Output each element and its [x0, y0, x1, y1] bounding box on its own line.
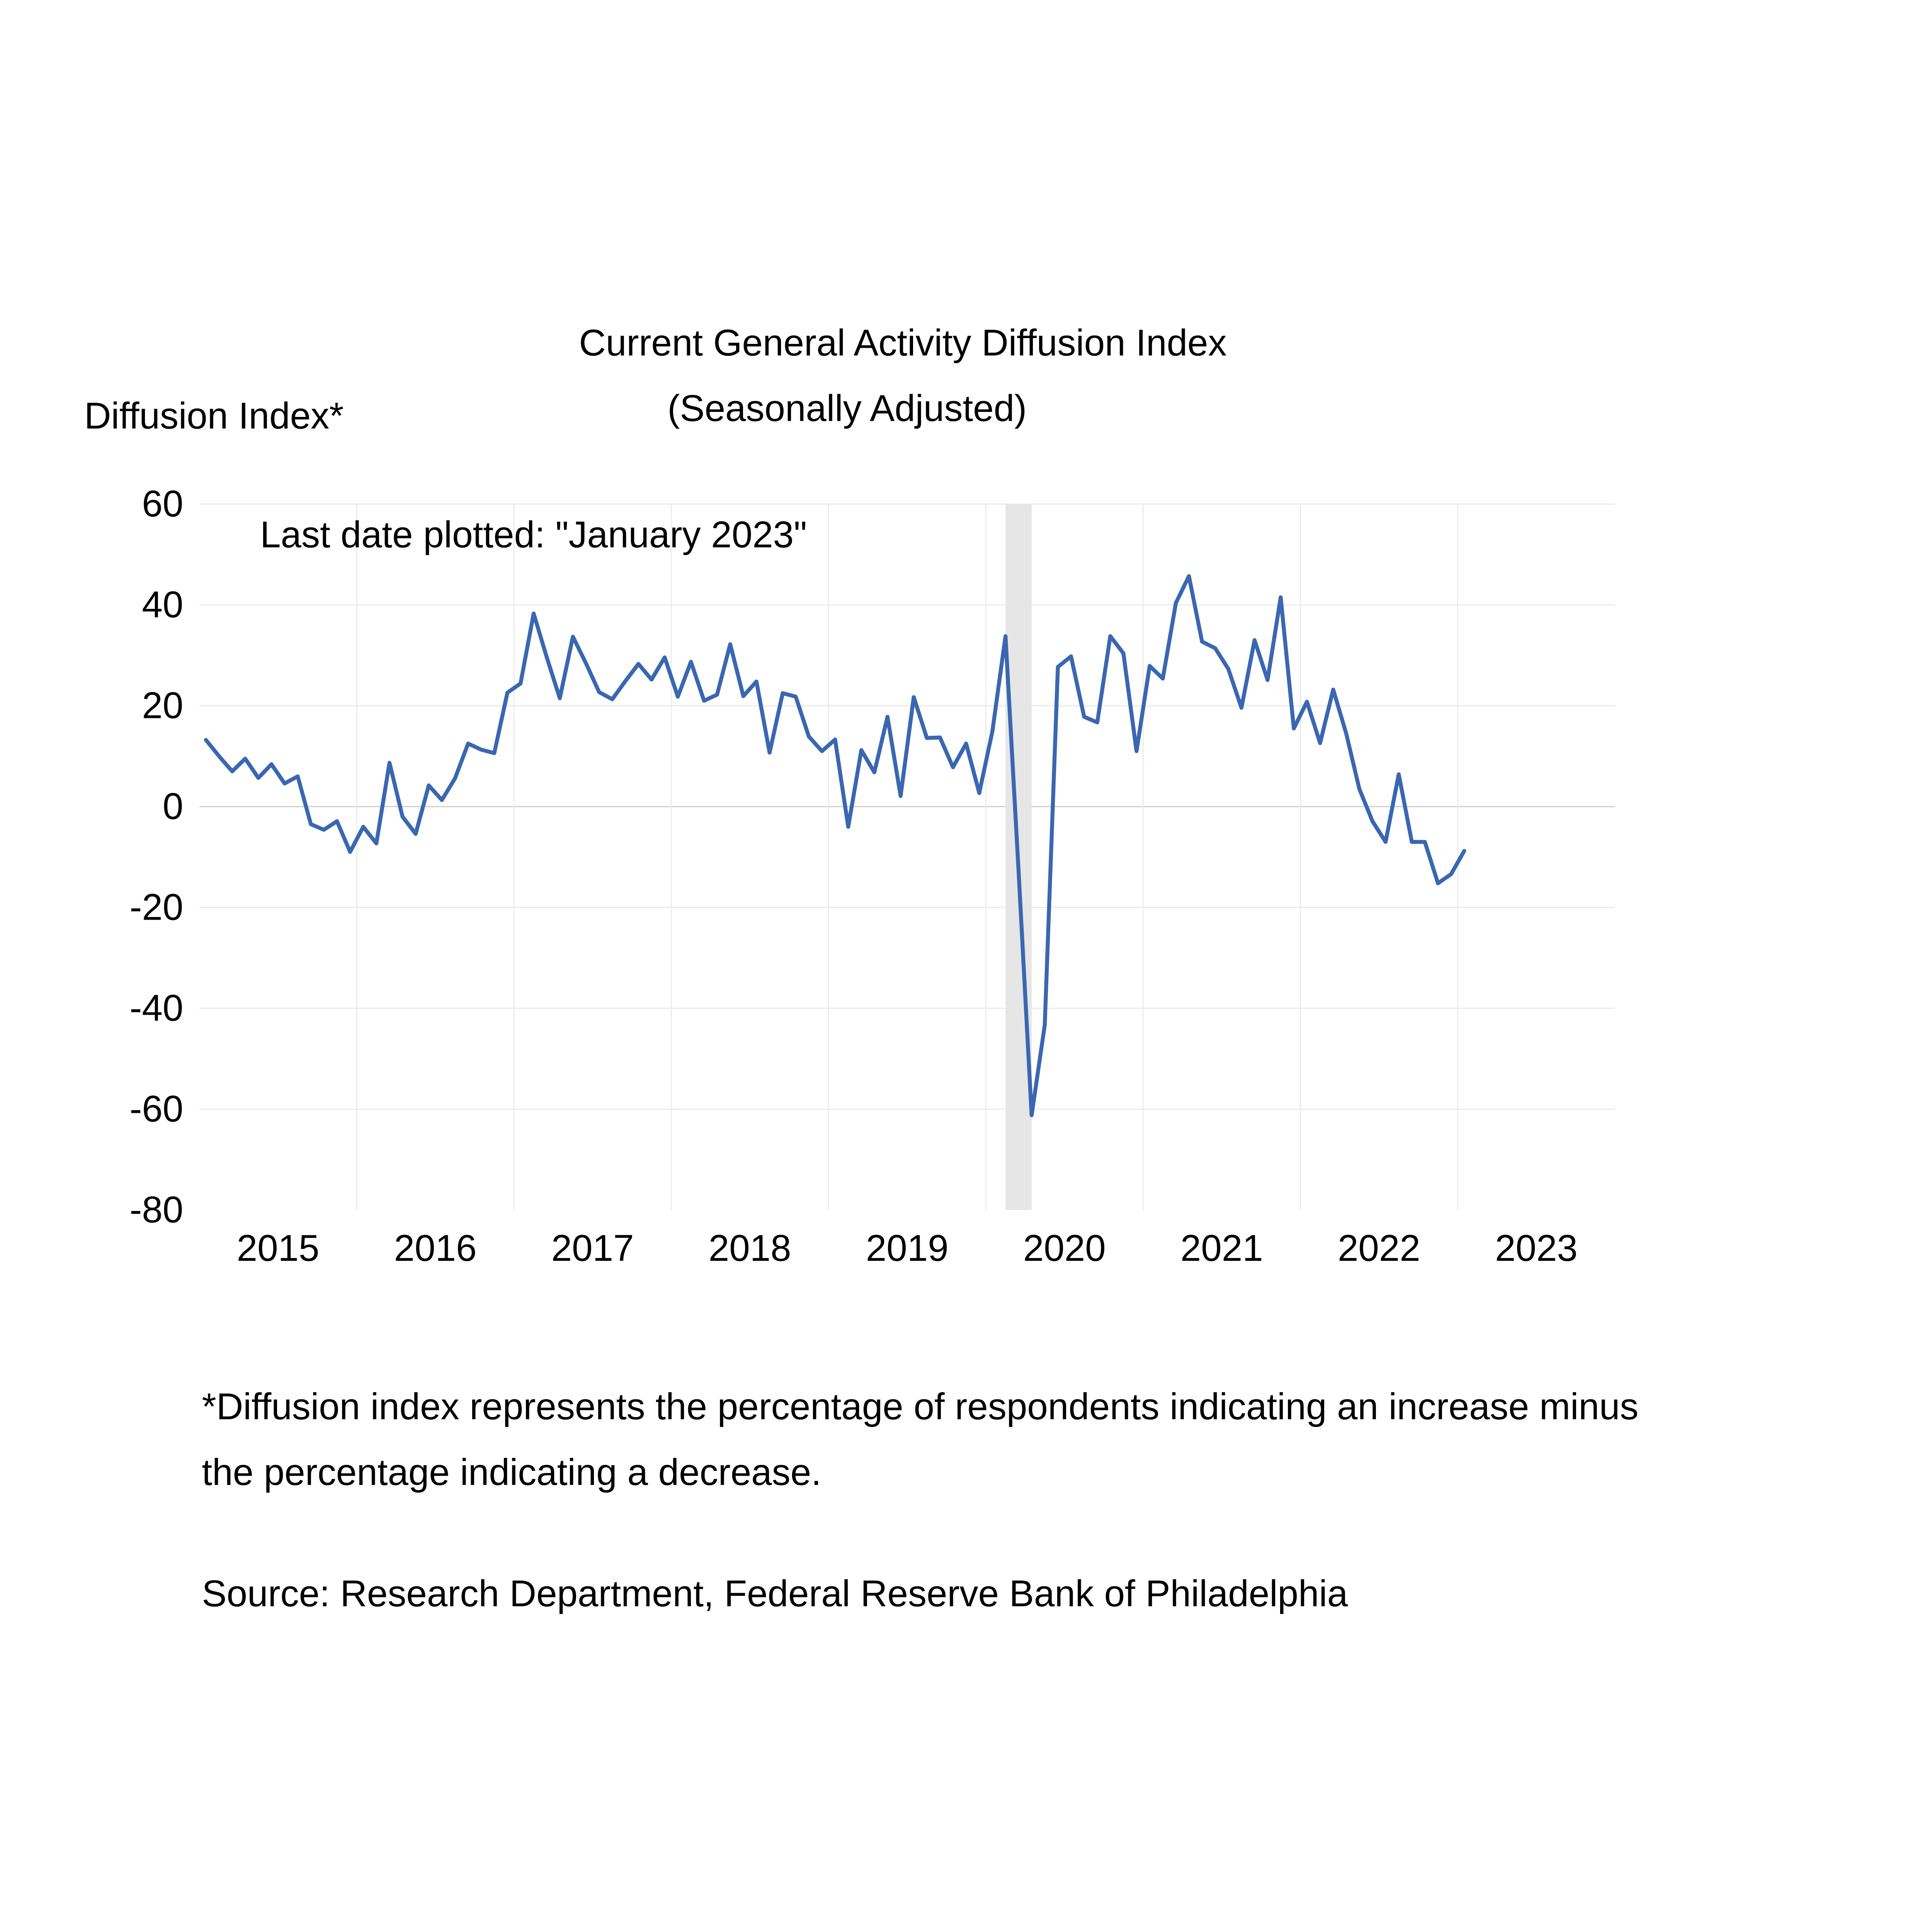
x-tick-label: 2019: [866, 1228, 949, 1269]
y-axis-label: Diffusion Index*: [84, 395, 344, 437]
y-tick-label: 0: [163, 786, 183, 827]
data-point: [376, 843, 377, 844]
data-point: [782, 693, 783, 694]
data-point: [651, 679, 652, 680]
y-tick-label: -80: [129, 1189, 183, 1230]
y-tick-label: 40: [142, 584, 183, 626]
data-point: [1254, 640, 1255, 641]
x-tick-label: 2021: [1180, 1228, 1263, 1269]
y-tick-label: -40: [129, 987, 183, 1029]
y-tick-label: 60: [142, 483, 183, 525]
x-tick-label: 2022: [1338, 1228, 1420, 1269]
data-point: [507, 692, 508, 693]
series-group: [204, 574, 1466, 1117]
x-tick-label: 2018: [709, 1228, 791, 1269]
x-tick-label: 2020: [1023, 1228, 1106, 1269]
last-date-annotation: Last date plotted: "January 2023": [260, 514, 807, 556]
data-point: [1136, 751, 1137, 752]
chart-subtitle: (Seasonally Adjusted): [667, 388, 1027, 429]
data-point: [271, 764, 272, 765]
footnote-line-1: *Diffusion index represents the percenta…: [202, 1386, 1638, 1427]
data-point: [1241, 707, 1242, 708]
y-tick-label: -60: [129, 1088, 183, 1129]
data-point: [1346, 733, 1347, 734]
chart-title: Current General Activity Diffusion Index: [579, 322, 1226, 364]
gridlines: [199, 503, 1615, 1210]
data-point: [284, 783, 285, 784]
x-tick-label: 2017: [551, 1228, 634, 1269]
source-note: Source: Research Department, Federal Res…: [202, 1573, 1348, 1614]
data-point: [730, 644, 731, 645]
y-tick-label: -20: [129, 886, 183, 928]
data-point: [717, 694, 718, 695]
x-tick-label: 2016: [394, 1228, 477, 1269]
x-tick-labels: 2015 2016 2017 2018 2019 2020 2021 2022 2023: [237, 1228, 1578, 1269]
x-tick-label: 2015: [237, 1228, 320, 1269]
data-point: [402, 816, 403, 817]
y-tick-label: 20: [142, 685, 183, 726]
series-line: [204, 574, 1466, 1117]
footnote-line-2: the percentage indicating a decrease.: [202, 1452, 821, 1493]
data-point: [232, 771, 233, 772]
y-tick-labels: 60 40 20 0 -20 -40 -60 -80: [129, 483, 183, 1231]
x-tick-label: 2023: [1495, 1228, 1578, 1269]
data-point: [1398, 774, 1399, 775]
data-point: [992, 731, 993, 732]
